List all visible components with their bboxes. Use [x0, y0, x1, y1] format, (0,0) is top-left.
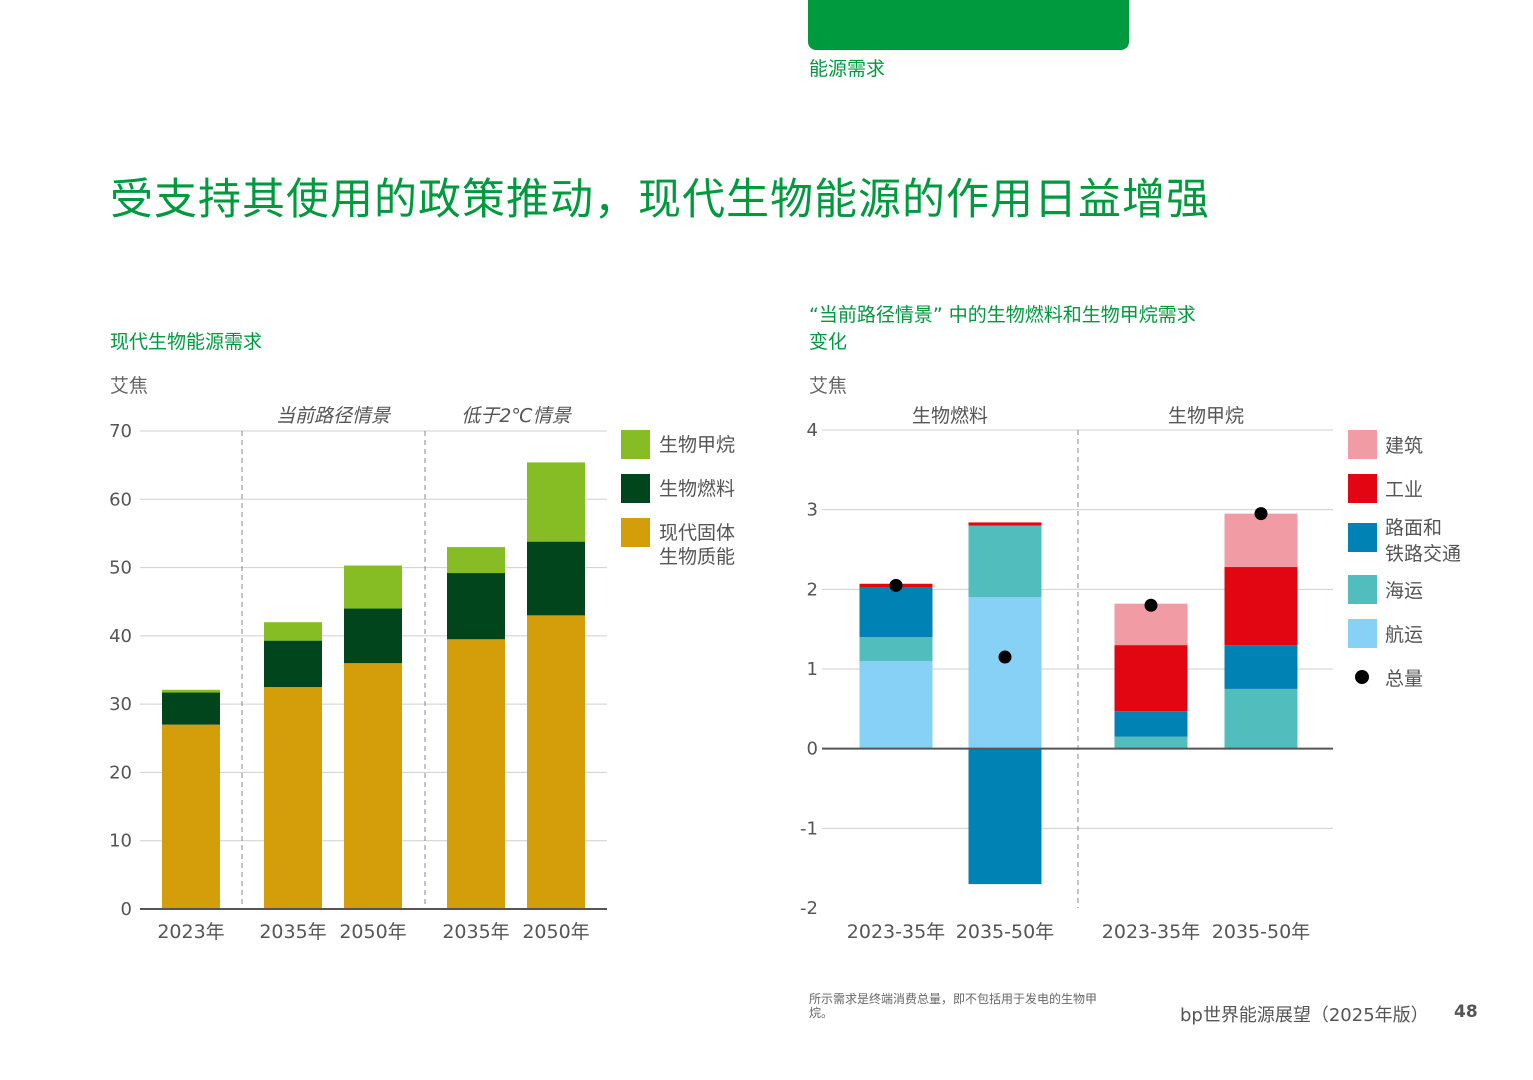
legend-label: 生物质能	[659, 546, 735, 568]
right-chart-unit: 艾焦	[809, 375, 848, 397]
right-chart-title-line-2: 变化	[809, 331, 848, 353]
bar-segment	[264, 640, 322, 688]
legend-label: 航运	[1385, 624, 1423, 646]
bar-segment	[344, 608, 402, 664]
bar-segment	[859, 637, 933, 662]
x-tick-label: 2035年	[259, 921, 326, 943]
bar-segment	[527, 541, 585, 616]
bar-segment	[264, 687, 322, 909]
x-tick-label: 2035年	[442, 921, 509, 943]
page-number: 48	[1454, 1002, 1478, 1022]
legend-label: 生物甲烷	[659, 434, 735, 456]
bar-segment	[859, 661, 933, 749]
footnote: 所示需求是终端消费总量，即不包括用于发电的生物甲烷。	[809, 992, 1098, 1020]
legend-swatch	[1348, 523, 1377, 552]
x-tick-label: 2023-35年	[847, 921, 945, 943]
bar-segment	[162, 724, 220, 909]
bar-segment	[447, 573, 505, 640]
bar-segment	[162, 692, 220, 725]
bar-segment	[344, 565, 402, 609]
legend-label: 总量	[1385, 668, 1423, 690]
bar-segment	[447, 547, 505, 574]
right-chart-title-line-1: “当前路径情景” 中的生物燃料和生物甲烷需求	[809, 304, 1196, 326]
bar-segment	[968, 525, 1042, 598]
legend-label: 工业	[1385, 479, 1423, 501]
bar-segment	[968, 597, 1042, 749]
legend-swatch	[1348, 430, 1377, 459]
right-chart-title: “当前路径情景” 中的生物燃料和生物甲烷需求 变化	[809, 302, 1196, 356]
bar-segment	[527, 462, 585, 542]
y-tick-label: 0	[121, 899, 132, 920]
x-tick-label: 2023年	[157, 921, 224, 943]
fuel-group-label: 生物甲烷	[1168, 405, 1244, 427]
y-tick-label: 4	[807, 420, 818, 441]
bar-segment	[344, 663, 402, 909]
legend-swatch	[621, 474, 650, 503]
y-tick-label: -2	[800, 898, 818, 919]
y-tick-label: 10	[109, 831, 132, 852]
bar-segment	[1114, 645, 1188, 712]
bar-segment	[527, 615, 585, 909]
bar-segment	[859, 587, 933, 638]
left-chart-unit: 艾焦	[110, 375, 149, 397]
bar-segment	[968, 748, 1042, 885]
section-tab-bar	[808, 0, 1129, 50]
bar-segment	[1224, 645, 1298, 689]
x-tick-label: 2023-35年	[1102, 921, 1200, 943]
y-tick-label: 40	[109, 626, 132, 647]
legend-swatch	[1348, 474, 1377, 503]
y-tick-label: 1	[807, 659, 818, 680]
legend-label: 路面和	[1385, 517, 1442, 539]
legend-swatch	[621, 430, 650, 459]
y-tick-label: -1	[800, 818, 818, 839]
y-tick-label: 0	[807, 739, 818, 760]
y-tick-label: 70	[109, 421, 132, 442]
scenario-label: 当前路径情景	[276, 405, 392, 427]
y-tick-label: 3	[807, 500, 818, 521]
bar-segment	[968, 522, 1042, 526]
legend-swatch	[1348, 619, 1377, 648]
bar-segment	[447, 639, 505, 909]
y-tick-label: 20	[109, 762, 132, 783]
legend-label: 海运	[1385, 580, 1423, 602]
y-tick-label: 2	[807, 579, 818, 600]
bar-segment	[264, 622, 322, 641]
legend-swatch	[621, 518, 650, 547]
section-label: 能源需求	[809, 58, 886, 80]
x-tick-label: 2035-50年	[1212, 921, 1310, 943]
x-tick-label: 2035-50年	[956, 921, 1054, 943]
scenario-label: 低于2℃情景	[461, 405, 572, 427]
bar-segment	[162, 689, 220, 693]
x-tick-label: 2050年	[339, 921, 406, 943]
publication-title: bp世界能源展望（2025年版）	[1180, 1005, 1429, 1026]
y-tick-label: 30	[109, 694, 132, 715]
total-marker	[1254, 507, 1268, 521]
legend-dot	[1355, 670, 1369, 684]
y-tick-label: 60	[109, 489, 132, 510]
bar-segment	[1224, 567, 1298, 646]
left-chart-title: 现代生物能源需求	[110, 331, 263, 353]
bar-segment	[1114, 736, 1188, 749]
bar-segment	[1114, 711, 1188, 737]
total-marker	[998, 650, 1012, 664]
legend-label: 生物燃料	[659, 478, 735, 500]
bar-segment	[1224, 688, 1298, 749]
legend-label: 建筑	[1385, 435, 1423, 457]
legend-label: 铁路交通	[1385, 543, 1461, 565]
legend-label: 现代固体	[659, 522, 735, 544]
legend-swatch	[1348, 575, 1377, 604]
fuel-group-label: 生物燃料	[912, 405, 988, 427]
bar-segment	[1224, 513, 1298, 568]
page-title: 受支持其使用的政策推动，现代生物能源的作用日益增强	[110, 175, 1210, 225]
total-marker	[889, 578, 903, 592]
total-marker	[1144, 598, 1158, 612]
x-tick-label: 2050年	[522, 921, 589, 943]
y-tick-label: 50	[109, 558, 132, 579]
